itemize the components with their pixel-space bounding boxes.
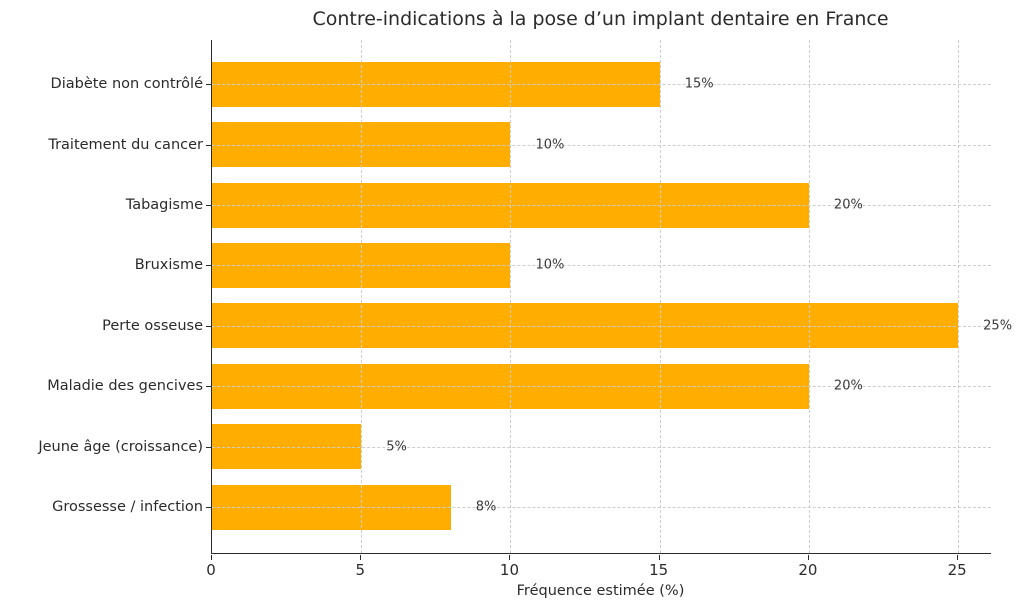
x-tick-label: 10 bbox=[499, 561, 519, 579]
y-tick-label: Bruxisme bbox=[134, 257, 203, 274]
vertical-gridline bbox=[958, 40, 960, 553]
vertical-gridline bbox=[659, 40, 661, 553]
bar-7 bbox=[212, 424, 362, 470]
bar-value-label: 25% bbox=[983, 318, 1013, 334]
y-tick-label: Jeune âge (croissance) bbox=[38, 438, 203, 455]
bar-value-label: 20% bbox=[833, 378, 863, 394]
bar-1 bbox=[212, 61, 660, 107]
bar-2 bbox=[212, 122, 511, 168]
x-tick-mark bbox=[360, 555, 362, 560]
y-tick-mark bbox=[206, 507, 211, 508]
vertical-gridline bbox=[510, 40, 512, 553]
vertical-gridline bbox=[808, 40, 810, 553]
bar-value-label: 5% bbox=[386, 439, 407, 455]
bar-8 bbox=[212, 484, 451, 530]
y-tick-mark bbox=[206, 84, 211, 86]
bar-6 bbox=[212, 363, 809, 409]
x-tick-mark bbox=[957, 555, 959, 560]
x-axis-label: Fréquence estimée (%) bbox=[516, 583, 685, 599]
y-tick-label: Perte osseuse bbox=[102, 317, 203, 334]
y-tick-mark bbox=[206, 265, 211, 267]
x-tick-mark bbox=[807, 555, 809, 560]
y-tick-label: Diabète non contrôlé bbox=[50, 76, 203, 93]
x-tick-mark bbox=[509, 555, 511, 560]
bar-value-label: 8% bbox=[475, 499, 497, 515]
y-tick-mark bbox=[206, 144, 211, 146]
y-tick-label: Tabagisme bbox=[125, 197, 203, 213]
y-tick-mark bbox=[206, 325, 211, 327]
x-tick-label: 15 bbox=[649, 561, 669, 579]
bar-4 bbox=[212, 242, 511, 288]
y-tick-mark bbox=[206, 386, 211, 388]
x-tick-label: 5 bbox=[355, 561, 365, 579]
x-tick-label: 25 bbox=[947, 561, 967, 579]
bar-value-label: 10% bbox=[535, 257, 565, 273]
y-tick-mark bbox=[206, 446, 211, 448]
x-tick-mark bbox=[211, 555, 212, 560]
plot-area: 15% 10% 20% 10% 25% 20% 5% 8% bbox=[211, 40, 1012, 554]
chart-title: Contre-indications à la pose d’un implan… bbox=[312, 8, 889, 30]
bar-5 bbox=[212, 303, 959, 349]
x-tick-label: 0 bbox=[206, 561, 216, 579]
bar-value-label: 10% bbox=[535, 137, 565, 153]
y-tick-label: Grossesse / infection bbox=[52, 499, 203, 515]
x-tick-mark bbox=[658, 555, 660, 560]
y-tick-mark bbox=[206, 205, 211, 206]
bar-value-label: 15% bbox=[684, 76, 714, 92]
bar-value-label: 20% bbox=[833, 197, 863, 213]
x-tick-label: 20 bbox=[798, 561, 818, 579]
y-tick-label: Traitement du cancer bbox=[48, 136, 203, 153]
vertical-gridline bbox=[361, 40, 363, 553]
bar-3 bbox=[212, 182, 809, 228]
y-tick-label: Maladie des gencives bbox=[47, 378, 203, 395]
